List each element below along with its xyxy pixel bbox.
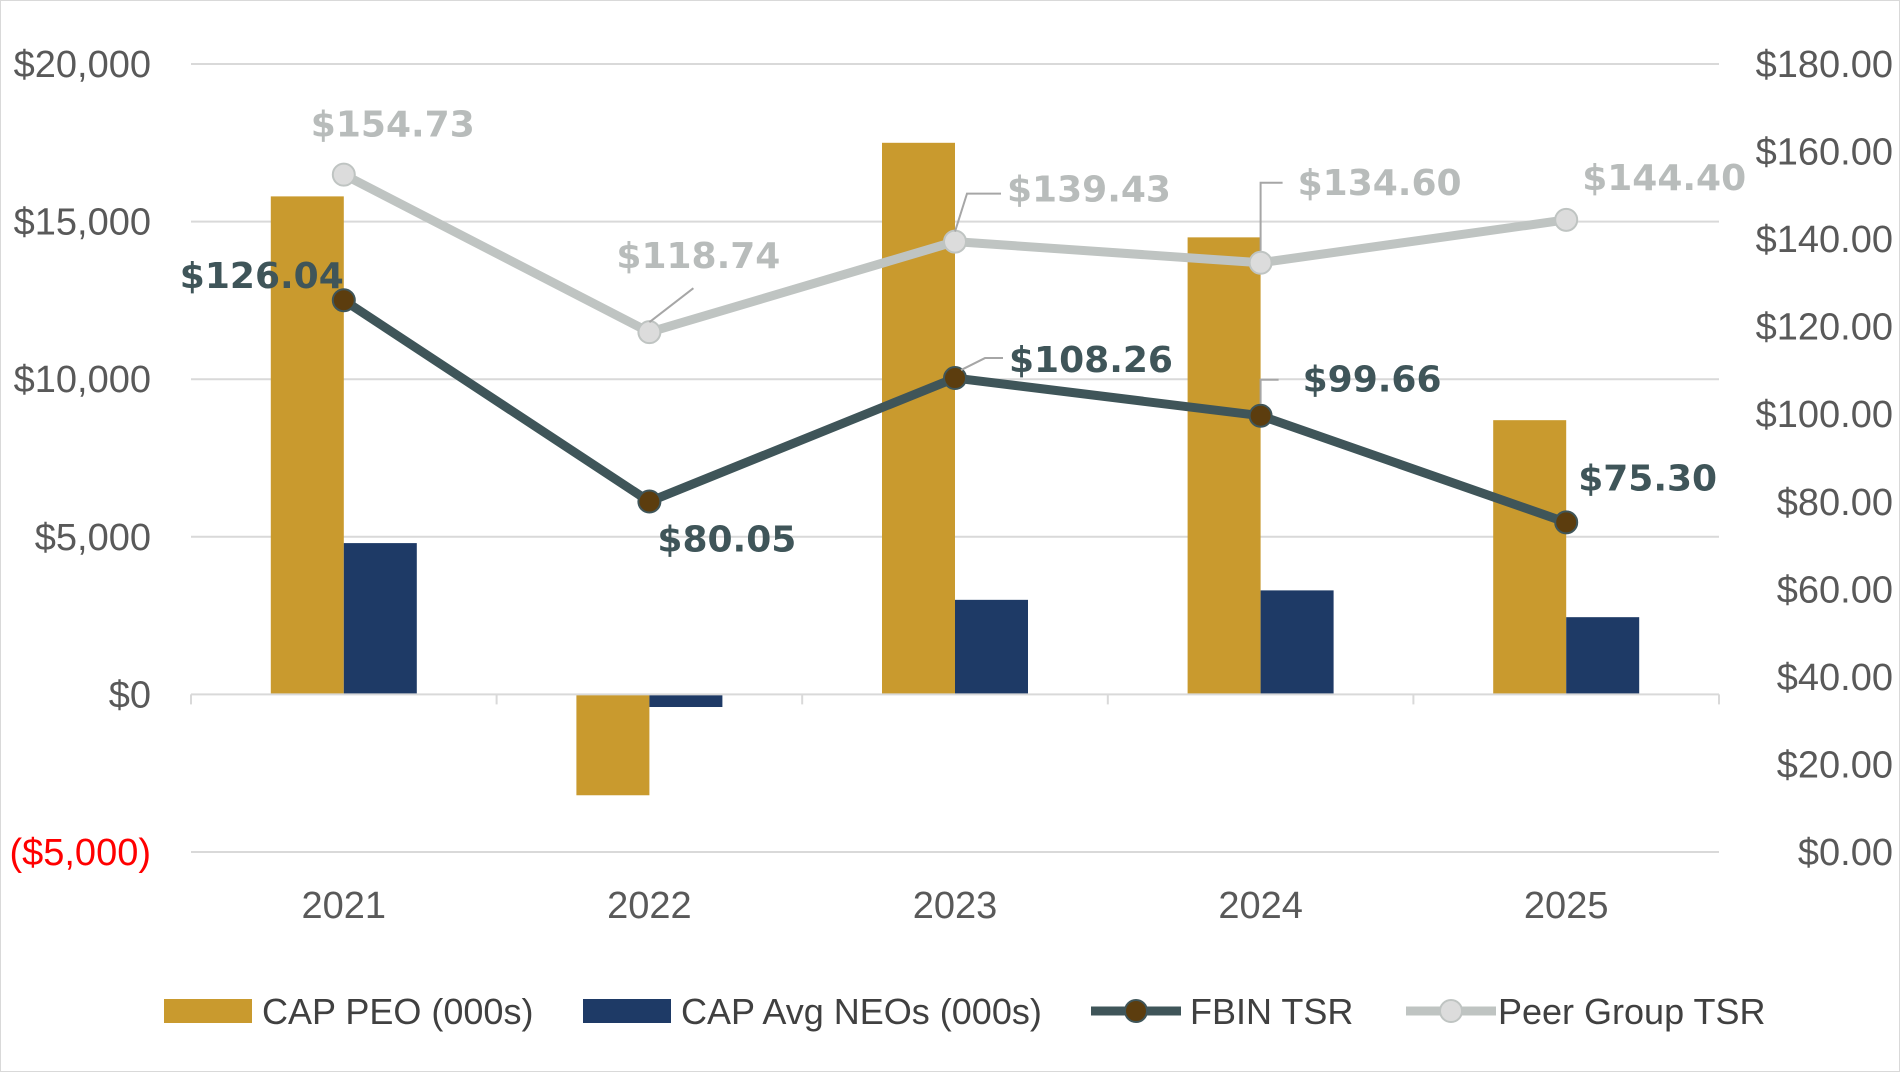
marker-peer-group-tsr-2023	[943, 229, 967, 254]
category-label-2025: 2025	[1524, 885, 1609, 927]
data-label-fbin-tsr-2023: $108.26	[1009, 340, 1173, 381]
data-label-fbin-tsr-2021: $126.04	[180, 256, 344, 297]
data-label-peer-group-tsr-2025: $144.40	[1582, 158, 1746, 199]
bar-cap-peo-2025	[1493, 420, 1567, 695]
bar-cap-avg-neos-2024	[1260, 590, 1334, 695]
marker-fbin-tsr-2022	[637, 489, 662, 514]
category-label-2024: 2024	[1218, 885, 1303, 927]
zero-axis-line	[190, 693, 1720, 705]
line-series	[331, 162, 1579, 535]
leader-peer-group-tsr-2023	[954, 192, 1001, 232]
data-label-peer-group-tsr-2022: $118.74	[616, 236, 780, 277]
right-axis-tick-label: $40.00	[1777, 657, 1893, 699]
marker-peer-group-tsr-2022	[637, 320, 662, 345]
marker-fbin-tsr-2023	[943, 366, 967, 391]
legend-swatch-cap-avg-neos	[583, 999, 671, 1023]
marker-peer-group-tsr-2024	[1248, 250, 1273, 275]
leader-fbin-tsr-2024	[1259, 378, 1279, 404]
leader-peer-group-tsr-2024	[1259, 181, 1283, 251]
marker-fbin-tsr-2021	[331, 288, 356, 313]
data-label-fbin-tsr-2022: $80.05	[657, 520, 796, 561]
bar-cap-peo-2021	[270, 196, 344, 695]
left-axis-tick-label: $20,000	[14, 44, 151, 86]
bar-series	[270, 142, 1640, 796]
right-axis-tick-label: $180.00	[1756, 44, 1893, 86]
label-leader-lines	[648, 181, 1283, 404]
leader-fbin-tsr-2023	[960, 357, 1003, 371]
bar-cap-avg-neos-2023	[955, 599, 1028, 695]
legend-swatch-peer-marker	[1439, 999, 1463, 1023]
bar-cap-avg-neos-2022	[649, 694, 723, 708]
data-label-peer-group-tsr-2023: $139.43	[1007, 170, 1171, 211]
data-label-fbin-tsr-2024: $99.66	[1303, 360, 1442, 401]
legend-label-peer-group-tsr: Peer Group TSR	[1498, 991, 1765, 1032]
right-axis-tick-label: $60.00	[1777, 569, 1893, 611]
leader-peer-group-tsr-2022	[648, 287, 695, 323]
category-axis-labels: 2021 2022 2023 2024 2025	[302, 885, 1609, 927]
bar-cap-peo-2022	[576, 694, 650, 796]
left-axis-tick-label: $5,000	[35, 517, 151, 559]
legend-swatch-fbin-tsr-marker	[1124, 999, 1148, 1023]
left-axis-tick-label: $15,000	[14, 202, 151, 244]
right-axis-ticks: $0.00 $20.00 $40.00 $60.00 $80.00 $100.00 $120…	[1756, 44, 1893, 874]
legend-label-cap-avg-neos: CAP Avg NEOs (000s)	[681, 991, 1042, 1032]
data-label-peer-group-tsr-2024: $134.60	[1298, 163, 1462, 204]
category-label-2023: 2023	[913, 885, 998, 927]
marker-fbin-tsr-2024	[1248, 403, 1273, 428]
data-label-peer-group-tsr-2021: $154.73	[311, 105, 475, 146]
legend: CAP PEO (000s) CAP Avg NEOs (000s) FBIN TS…	[164, 991, 1765, 1032]
legend-swatch-cap-peo	[164, 999, 252, 1023]
bar-cap-peo-2023	[882, 142, 955, 695]
data-labels: $126.04 $80.05 $108.26 $99.66 $75.30 $154.73 $…	[180, 105, 1746, 561]
marker-peer-group-tsr-2021	[331, 162, 356, 187]
marker-peer-group-tsr-2025	[1554, 207, 1579, 232]
right-axis-tick-label: $160.00	[1756, 132, 1893, 174]
left-axis-tick-label: $10,000	[14, 359, 151, 401]
data-label-fbin-tsr-2025: $75.30	[1578, 458, 1717, 499]
bar-cap-peo-2024	[1187, 237, 1261, 695]
right-axis-tick-label: $80.00	[1777, 482, 1893, 524]
left-axis-tick-label: ($5,000)	[9, 832, 151, 874]
marker-fbin-tsr-2025	[1554, 510, 1579, 535]
right-axis-tick-label: $20.00	[1777, 744, 1893, 786]
legend-label-fbin-tsr: FBIN TSR	[1190, 991, 1353, 1032]
category-label-2022: 2022	[607, 885, 692, 927]
right-axis-tick-label: $0.00	[1798, 832, 1893, 874]
right-axis-tick-label: $120.00	[1756, 307, 1893, 349]
bar-cap-avg-neos-2025	[1566, 617, 1640, 695]
right-axis-tick-label: $140.00	[1756, 219, 1893, 261]
legend-label-cap-peo: CAP PEO (000s)	[262, 991, 533, 1032]
left-axis-ticks: ($5,000) $0 $5,000 $10,000 $15,000 $20,000	[9, 44, 151, 874]
bar-cap-avg-neos-2021	[343, 543, 417, 695]
right-axis-tick-label: $100.00	[1756, 394, 1893, 436]
category-label-2021: 2021	[302, 885, 387, 927]
left-axis-tick-label: $0	[109, 674, 151, 716]
